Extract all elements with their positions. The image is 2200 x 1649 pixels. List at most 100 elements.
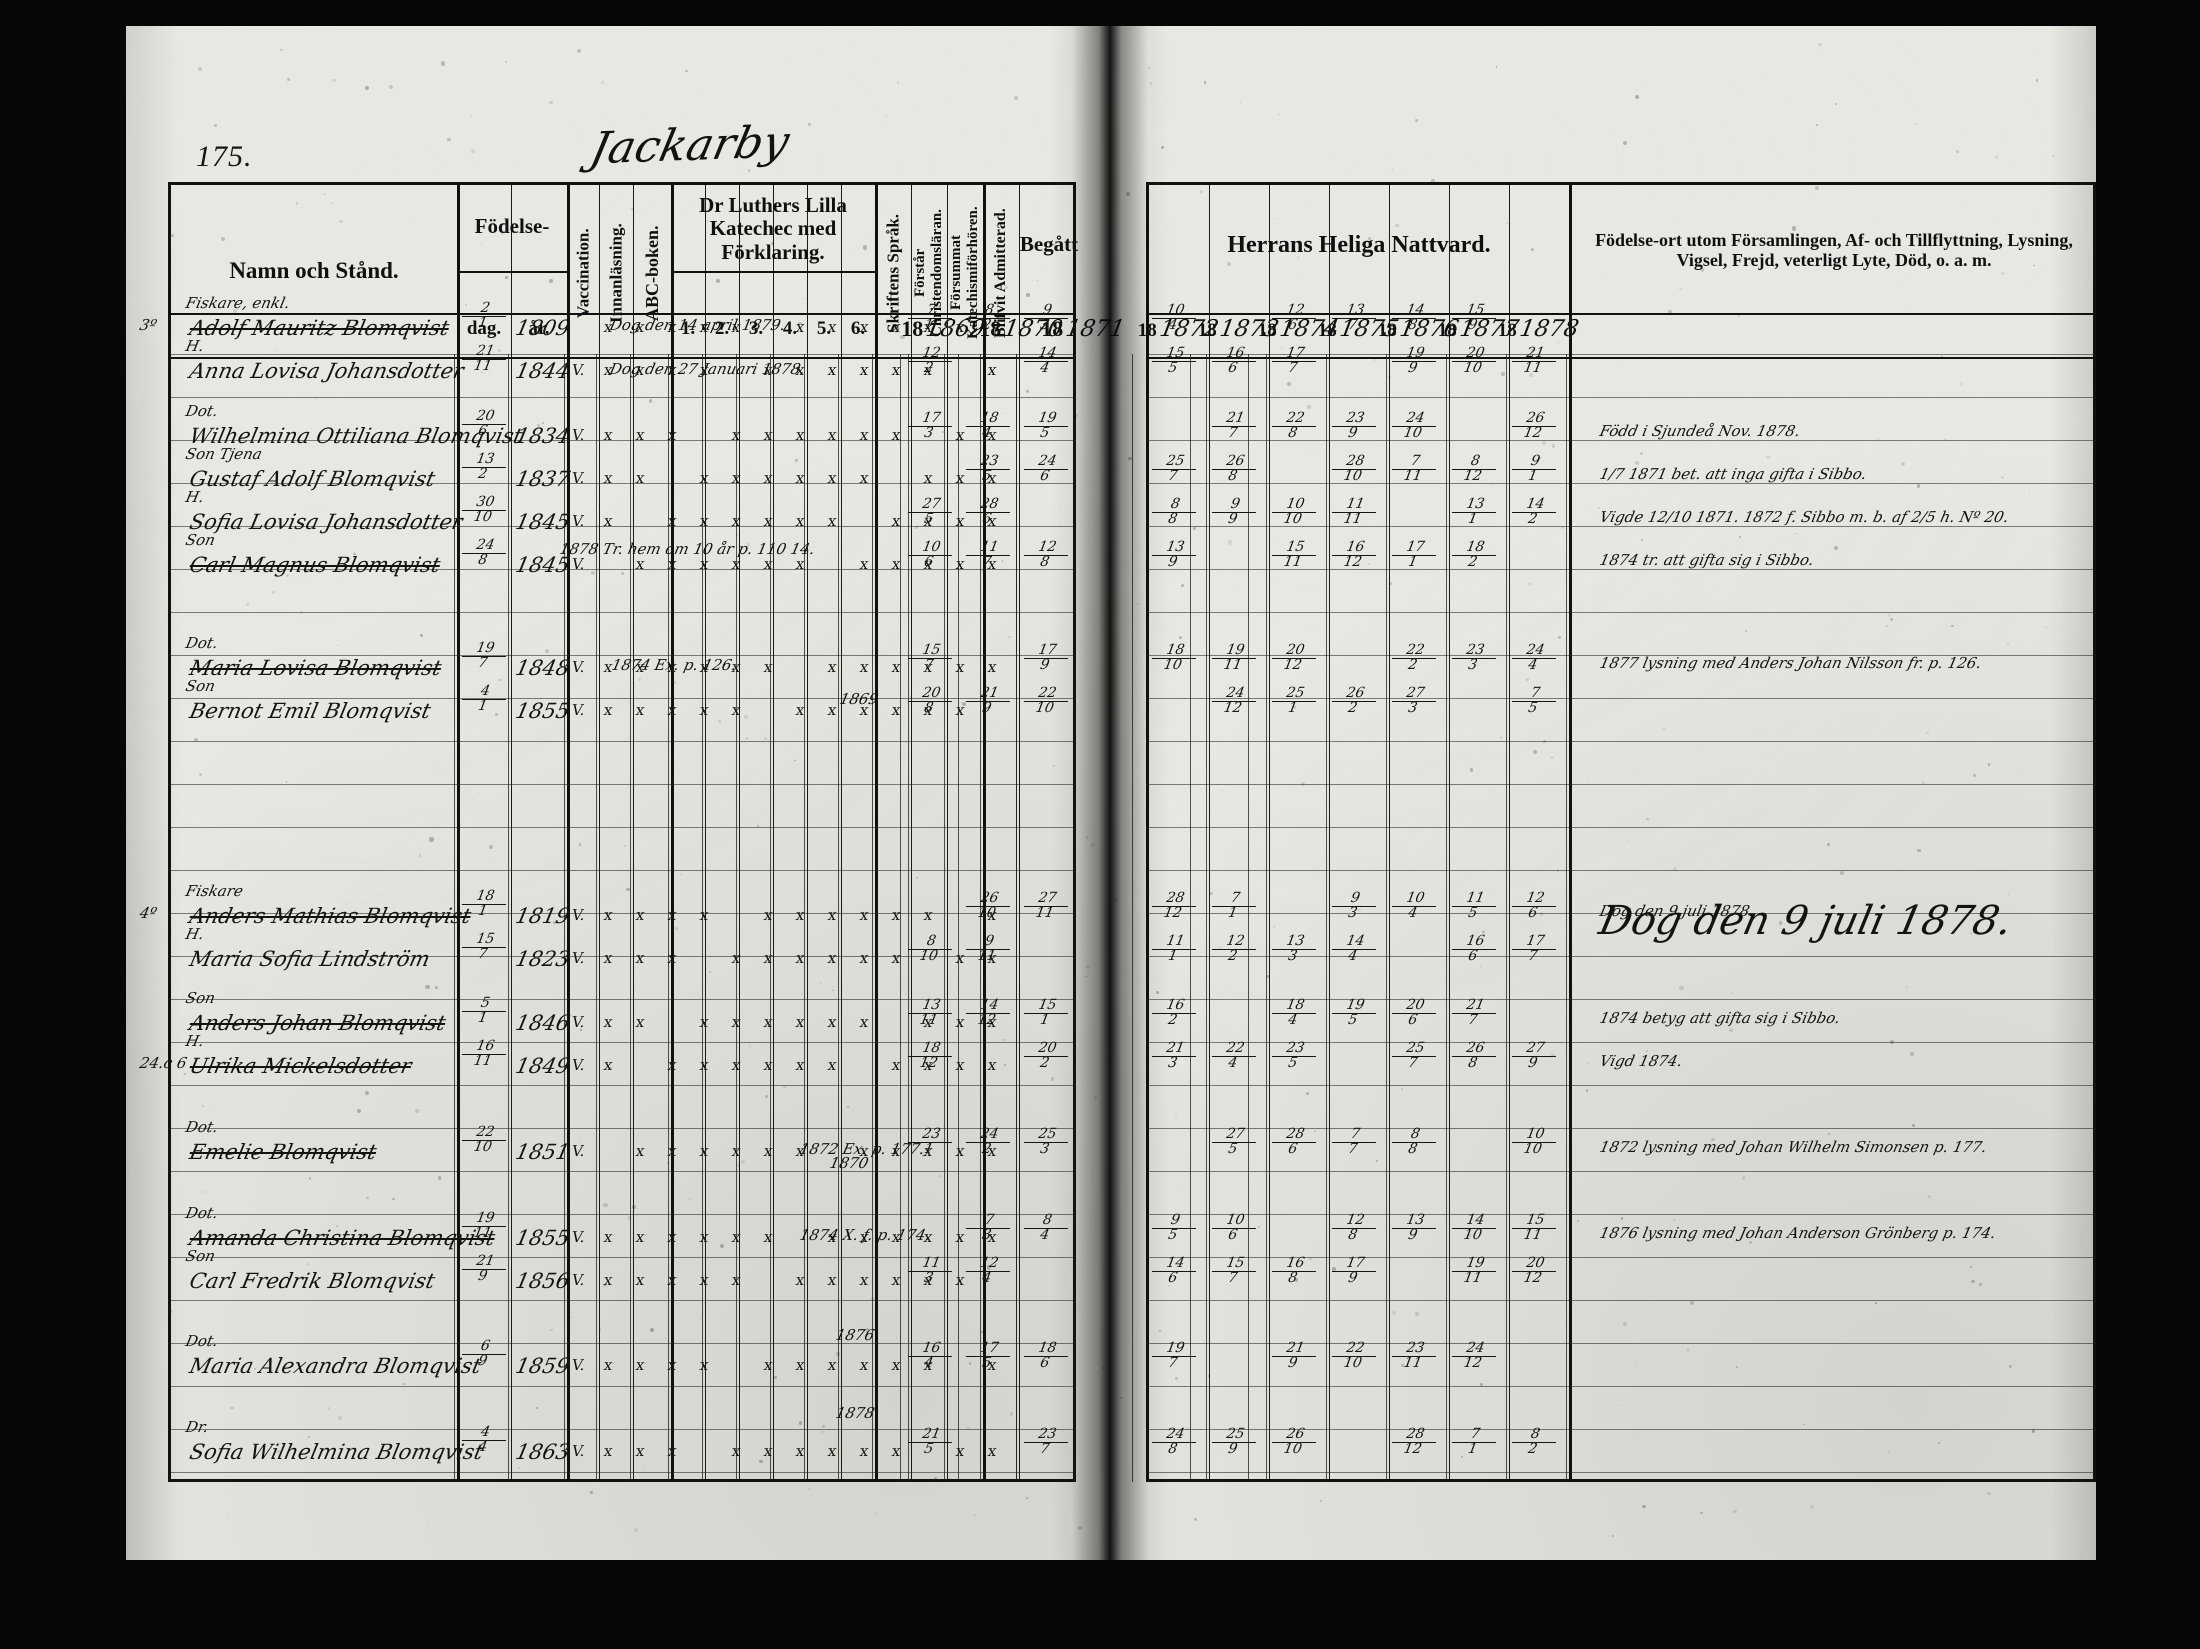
year-header-1873: 18 1873	[1197, 316, 1281, 342]
scan-speckle	[1766, 455, 1771, 460]
entry-name: Anna Lovisa Johansdotter	[187, 359, 466, 383]
scan-speckle	[961, 701, 966, 706]
inline-catechism-note: Dog den 14 april 1879.	[608, 316, 788, 334]
scan-speckle	[1226, 261, 1231, 266]
scan-speckle	[1971, 1279, 1976, 1284]
scan-speckle	[2000, 272, 2004, 275]
scan-speckle	[1818, 42, 1822, 47]
row-separator	[1146, 1214, 2096, 1215]
communion-mark: 18 4	[963, 410, 1013, 441]
communion-mark: 28 6	[1269, 1126, 1319, 1157]
communion-mark: 11 1	[1149, 933, 1199, 964]
row-separator	[1146, 1429, 2096, 1430]
scan-speckle	[1193, 526, 1197, 530]
scan-speckle	[1875, 1302, 1877, 1304]
row-separator	[168, 1085, 1076, 1086]
scan-speckle	[1739, 535, 1741, 538]
row-separator	[168, 1429, 1076, 1430]
scan-speckle	[1551, 443, 1556, 448]
scan-speckle	[198, 772, 202, 776]
column-rule	[1446, 354, 1447, 1482]
scan-speckle	[1160, 145, 1165, 150]
row-separator	[168, 397, 1076, 398]
scan-speckle	[1220, 788, 1223, 791]
communion-mark: 15 7	[905, 642, 955, 673]
scan-speckle	[418, 854, 422, 857]
scan-speckle	[1415, 1311, 1420, 1316]
communion-mark: 12 2	[1209, 933, 1259, 964]
birth-year: 1845	[513, 510, 573, 534]
scan-speckle	[626, 887, 630, 891]
scan-speckle	[1621, 1404, 1623, 1406]
year-header-1874: 18 1874	[1257, 316, 1341, 342]
scan-speckle	[1736, 1366, 1739, 1369]
scan-speckle	[1634, 461, 1639, 465]
header-communion-left: Begått	[1019, 232, 1079, 257]
scan-speckle	[1839, 870, 1844, 875]
scan-speckle	[736, 1163, 740, 1167]
scan-speckle	[203, 1190, 207, 1194]
scan-speckle	[287, 1240, 291, 1244]
communion-mark: 16 6	[1209, 345, 1259, 376]
scan-speckle	[1885, 624, 1889, 627]
scan-speckle	[349, 517, 353, 521]
scan-speckle	[774, 1375, 778, 1380]
scan-speckle	[1036, 279, 1038, 281]
entry-note: 1874 tr. att gifta sig i Sibbo.	[1598, 551, 1816, 569]
inline-catechism-note: 1874 X. f. p. 174.	[798, 1226, 933, 1244]
scan-speckle	[1199, 190, 1204, 195]
scan-speckle	[1115, 1524, 1118, 1526]
scan-speckle	[1915, 123, 1918, 126]
scan-speckle	[1620, 366, 1622, 368]
scan-speckle	[829, 1280, 832, 1283]
scan-speckle	[1391, 168, 1393, 171]
birth-year: 1844	[513, 359, 573, 383]
communion-mark: 19 7	[1149, 1340, 1199, 1371]
scan-speckle	[598, 1328, 601, 1331]
scan-speckle	[589, 1490, 593, 1495]
scan-speckle	[1165, 559, 1167, 562]
scan-speckle	[933, 1477, 938, 1481]
scan-speckle	[1672, 866, 1677, 871]
communion-mark: 17 5	[963, 1340, 1013, 1371]
header-catechism-3: 3.	[748, 318, 764, 340]
entry-status: Son Tjena	[184, 445, 264, 463]
scan-speckle	[1094, 1096, 1097, 1099]
entry-status: Dot.	[184, 402, 220, 420]
scan-speckle	[1400, 1363, 1405, 1368]
scan-speckle	[1749, 1240, 1753, 1244]
scan-speckle	[1927, 1194, 1931, 1198]
scan-speckle	[578, 843, 581, 846]
entry-name: Maria Lovisa Blomqvist	[187, 656, 444, 680]
entry-name: Anders Johan Blomqvist	[187, 1011, 448, 1035]
communion-mark: 19 11	[1449, 1255, 1499, 1286]
birth-date-fraction: 13 2	[459, 451, 509, 482]
communion-mark: 22 8	[1269, 410, 1319, 441]
header-catechism-5: 5.	[816, 318, 832, 340]
scan-speckle	[336, 644, 338, 646]
communion-mark: 19 11	[1209, 642, 1259, 673]
scan-speckle	[1156, 990, 1160, 994]
scan-speckle	[981, 1331, 984, 1334]
row-separator	[1146, 1257, 2096, 1258]
scan-speckle	[1730, 992, 1733, 995]
scan-speckle	[1402, 168, 1404, 170]
scan-speckle	[1816, 124, 1818, 126]
inline-catechism-note: Dog den 27 Januari 1878.	[608, 360, 808, 378]
communion-mark: 21 3	[1149, 1040, 1199, 1071]
column-rule	[1326, 354, 1327, 1482]
scan-speckle	[947, 1476, 952, 1481]
communion-mark: 21 5	[905, 1426, 955, 1457]
scan-speckle	[1026, 1497, 1029, 1500]
scan-speckle	[1679, 287, 1682, 291]
row-separator	[1146, 827, 2096, 828]
scan-speckle	[441, 61, 446, 66]
scan-speckle	[1944, 439, 1946, 441]
year-header-1875: 18 1875	[1317, 316, 1401, 342]
scan-speckle	[283, 696, 285, 698]
entry-note: Född i Sjundeå Nov. 1878.	[1598, 422, 1802, 440]
